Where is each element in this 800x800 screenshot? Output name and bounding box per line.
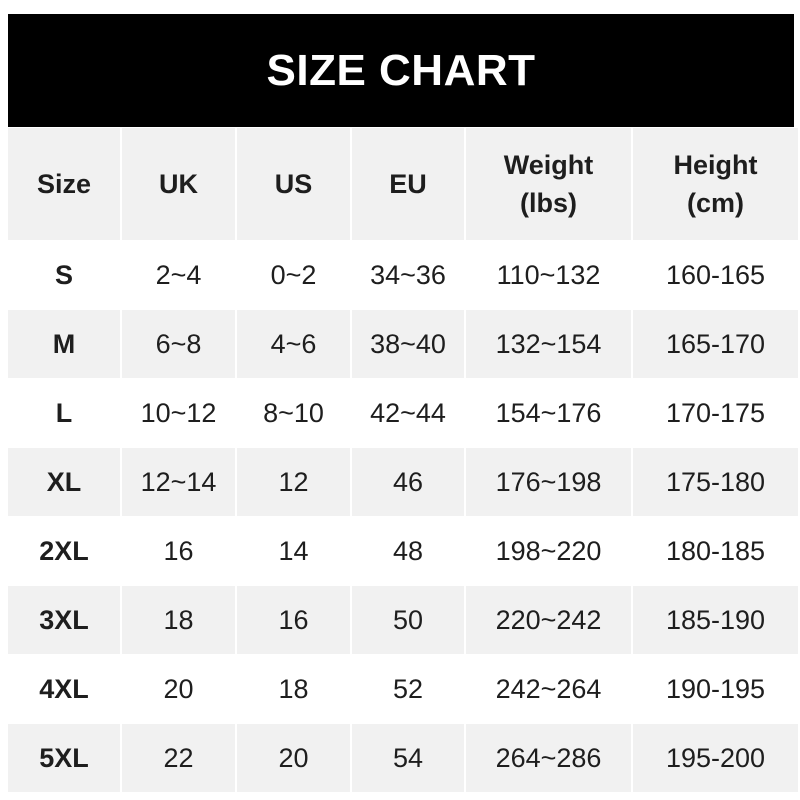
cell-uk: 6~8 [122,310,235,378]
cell-size: 5XL [8,724,120,792]
cell-us: 18 [278,673,309,704]
size-chart-title: SIZE CHART [8,14,794,127]
column-header-height: Height (cm) [633,128,798,240]
cell-us: 14 [278,535,309,566]
cell-height: 190-195 [665,673,766,704]
cell-weight: 242~264 [495,673,602,704]
cell-uk: 22 [122,724,235,792]
cell-size: 2XL [39,535,89,566]
cell-eu: 52 [392,673,424,704]
column-header-uk: UK [122,128,235,240]
cell-weight: 110~132 [496,259,601,290]
cell-size: 4XL [39,673,89,704]
cell-weight: 198~220 [495,535,602,566]
cell-eu: 42~44 [370,397,446,428]
cell-weight: 132~154 [466,310,631,378]
column-header-size: Size [8,128,120,240]
column-header-eu: EU [352,128,464,240]
cell-eu: 50 [352,586,464,654]
cell-us: 12 [237,448,350,516]
column-header-weight: Weight (lbs) [466,128,631,240]
cell-uk: 20 [163,673,194,704]
cell-us: 20 [237,724,350,792]
cell-uk: 18 [122,586,235,654]
cell-us: 16 [237,586,350,654]
cell-uk: 12~14 [122,448,235,516]
cell-height: 180-185 [665,535,766,566]
cell-us: 0~2 [270,259,317,290]
cell-eu: 46 [352,448,464,516]
cell-weight: 264~286 [466,724,631,792]
cell-size: S [54,259,73,290]
cell-eu: 34~36 [370,259,446,290]
cell-size: L [55,397,73,428]
cell-size: XL [8,448,120,516]
cell-uk: 10~12 [140,397,217,428]
cell-us: 8~10 [263,397,324,428]
cell-height: 170-175 [665,397,766,428]
size-chart-table: Size UK US EU Weight (lbs) Height (cm) S 2~4 0~2… [8,128,798,792]
cell-height: 195-200 [633,724,798,792]
cell-size: M [8,310,120,378]
column-header-us: US [237,128,350,240]
cell-height: 175-180 [633,448,798,516]
cell-height: 160-165 [665,259,766,290]
cell-uk: 2~4 [155,259,202,290]
cell-eu: 54 [352,724,464,792]
cell-uk: 16 [163,535,194,566]
cell-weight: 220~242 [466,586,631,654]
cell-weight: 176~198 [466,448,631,516]
cell-us: 4~6 [237,310,350,378]
cell-eu: 38~40 [352,310,464,378]
cell-weight: 154~176 [495,397,602,428]
cell-size: 3XL [8,586,120,654]
cell-height: 185-190 [633,586,798,654]
cell-height: 165-170 [633,310,798,378]
cell-eu: 48 [392,535,424,566]
